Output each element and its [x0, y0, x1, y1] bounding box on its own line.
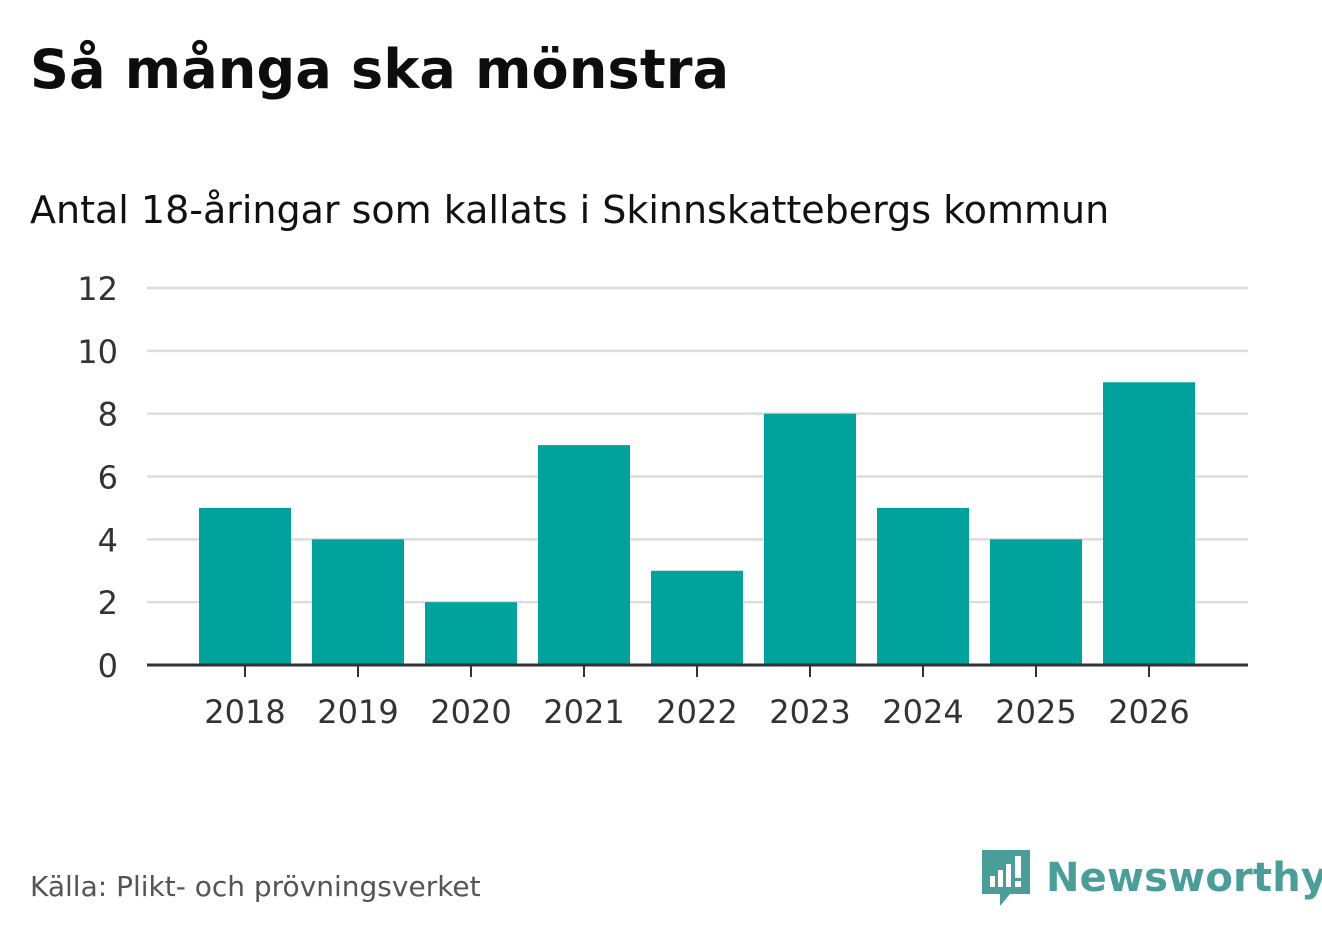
x-tick-label-2025: 2025 [995, 693, 1076, 731]
chart-subtitle: Antal 18-åringar som kallats i Skinnskat… [30, 188, 1110, 232]
x-tick-label-2024: 2024 [882, 693, 963, 731]
bar-2023 [764, 413, 856, 665]
x-tick-label-2021: 2021 [543, 693, 624, 731]
x-tick-labels: 2018 2019 2020 2021 2022 2023 2024 2025 2026 [204, 693, 1189, 731]
newsworthy-logo-icon [982, 850, 1030, 906]
x-tick-label-2023: 2023 [769, 693, 850, 731]
y-tick-label-10: 10 [77, 333, 118, 371]
y-tick-label-2: 2 [98, 584, 118, 622]
bars [199, 382, 1195, 665]
source-note: Källa: Plikt- och prövningsverket [30, 870, 481, 903]
x-tick-label-2019: 2019 [317, 693, 398, 731]
bar-2018 [199, 507, 291, 665]
bar-2025 [990, 539, 1082, 665]
y-tick-label-8: 8 [98, 396, 118, 434]
x-tick-label-2020: 2020 [430, 693, 511, 731]
bar-2020 [425, 602, 517, 665]
x-tick-label-2026: 2026 [1108, 693, 1189, 731]
x-axis [147, 663, 1248, 677]
x-tick-label-2022: 2022 [656, 693, 737, 731]
bar-2026 [1103, 382, 1195, 665]
brand-logo: Newsworthy [980, 848, 1322, 908]
bar-2019 [312, 539, 404, 665]
brand-name: Newsworthy [1046, 855, 1322, 901]
x-tick-label-2018: 2018 [204, 693, 285, 731]
y-tick-label-6: 6 [98, 459, 118, 497]
bar-2022 [651, 570, 743, 665]
y-tick-label-0: 0 [98, 647, 118, 685]
chart-title: Så många ska mönstra [30, 38, 730, 101]
y-tick-label-4: 4 [98, 521, 118, 559]
y-tick-labels: 0 2 4 6 8 10 12 [77, 270, 118, 685]
bar-2021 [538, 445, 630, 665]
bar-2024 [877, 507, 969, 665]
y-tick-label-12: 12 [77, 270, 118, 308]
